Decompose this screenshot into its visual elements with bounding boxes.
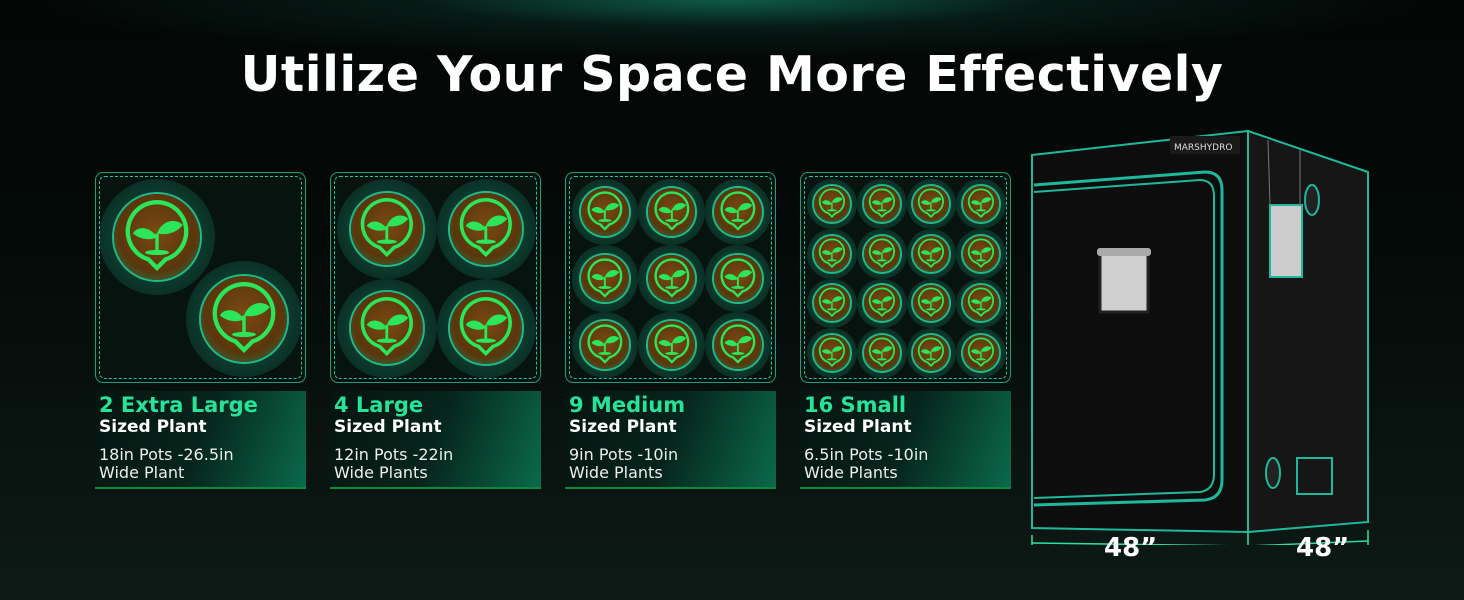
plant-pot-icon [813, 185, 850, 222]
plant-pot-icon [813, 235, 850, 272]
pot-area [956, 278, 1006, 329]
layout-size-label: Sized Plant [569, 417, 677, 437]
plant-pot-icon [913, 235, 950, 272]
dimension-lines [1031, 530, 1369, 545]
pot-size-text: 18in Pots -26.5in [99, 445, 234, 464]
pot-area [956, 179, 1006, 229]
pot-area [704, 179, 771, 246]
pot-layout-panel [565, 172, 776, 383]
pot-area [856, 228, 907, 279]
pot-area [807, 179, 857, 229]
pot-area [572, 179, 639, 246]
layout-count-label: 16 Small [804, 393, 907, 417]
pot-area [704, 311, 771, 378]
plant-width-text: Wide Plant [99, 463, 185, 482]
pot-area [807, 278, 857, 329]
layout-size-label: Sized Plant [334, 417, 442, 437]
plant-pot-icon [581, 320, 630, 369]
pot-area [704, 245, 771, 312]
layout-count-label: 2 Extra Large [99, 393, 258, 417]
plant-pot-icon [647, 320, 696, 369]
plant-width-text: Wide Plants [334, 463, 428, 482]
tent-side-window [1269, 204, 1303, 278]
pot-layout-panel [95, 172, 306, 383]
plant-pot-icon [813, 335, 850, 372]
plant-pot-icon [863, 235, 900, 272]
pot-area [638, 179, 705, 246]
plant-pot-icon [913, 285, 950, 322]
tent-port [1296, 457, 1333, 495]
pot-area [856, 278, 907, 329]
page-title: Utilize Your Space More Effectively [240, 46, 1224, 103]
depth-dimension: 48” [1296, 533, 1350, 563]
tent-vent [1304, 184, 1320, 216]
plant-pot-icon [450, 292, 523, 365]
plant-pot-icon [647, 188, 696, 237]
tent-door-zipper [1033, 170, 1224, 507]
pot-area [856, 328, 907, 378]
pot-area [572, 245, 639, 312]
plant-pot-icon [713, 320, 762, 369]
pot-size-text: 6.5in Pots -10in [804, 445, 929, 464]
pot-area [956, 328, 1006, 378]
pot-area [337, 179, 437, 279]
layout-size-label: Sized Plant [99, 417, 207, 437]
pot-area [856, 179, 907, 229]
layout-caption: 4 Large Sized Plant 12in Pots -22in Wide … [330, 391, 541, 489]
pot-area [572, 311, 639, 378]
pot-area [906, 328, 957, 378]
tent-vent [1265, 457, 1281, 489]
plant-width-text: Wide Plants [569, 463, 663, 482]
pot-area [337, 278, 437, 378]
plant-pot-icon [713, 188, 762, 237]
plant-pot-icon [963, 285, 1000, 322]
plant-pot-icon [713, 254, 762, 303]
plant-pot-icon [647, 254, 696, 303]
pot-area [956, 228, 1006, 279]
plant-pot-icon [863, 335, 900, 372]
layout-count-label: 9 Medium [569, 393, 686, 417]
plant-pot-icon [350, 192, 423, 265]
plant-pot-icon [863, 285, 900, 322]
pot-area [638, 245, 705, 312]
plant-pot-icon [581, 254, 630, 303]
pot-size-text: 12in Pots -22in [334, 445, 454, 464]
pot-area [807, 228, 857, 279]
plant-pot-icon [863, 185, 900, 222]
layout-caption: 9 Medium Sized Plant 9in Pots -10in Wide … [565, 391, 776, 489]
layout-caption: 2 Extra Large Sized Plant 18in Pots -26.… [95, 391, 306, 489]
pot-area [99, 179, 215, 295]
plant-pot-icon [963, 185, 1000, 222]
tent-front [1031, 129, 1249, 534]
pot-layout-panel [800, 172, 1011, 383]
plant-pot-icon [963, 235, 1000, 272]
plant-pot-icon [913, 185, 950, 222]
pot-area [807, 328, 857, 378]
pot-area [186, 261, 302, 377]
tent-brand-logo: MARSHYDRO [1174, 143, 1232, 153]
plant-pot-icon [350, 292, 423, 365]
plant-pot-icon [913, 335, 950, 372]
pot-layout-panel [330, 172, 541, 383]
plant-pot-icon [963, 335, 1000, 372]
pot-area [436, 179, 536, 279]
layout-caption: 16 Small Sized Plant 6.5in Pots -10in Wid… [800, 391, 1011, 489]
width-dimension: 48” [1104, 533, 1158, 563]
plant-pot-icon [114, 194, 200, 280]
plant-pot-icon [450, 192, 523, 265]
pot-area [436, 278, 536, 378]
plant-pot-icon [581, 188, 630, 237]
layout-size-label: Sized Plant [804, 417, 912, 437]
pot-area [638, 311, 705, 378]
plant-width-text: Wide Plants [804, 463, 898, 482]
pot-area [906, 278, 957, 329]
pot-area [906, 179, 957, 229]
pot-area [906, 228, 957, 279]
tent-window [1098, 250, 1150, 314]
plant-pot-icon [813, 285, 850, 322]
pot-size-text: 9in Pots -10in [569, 445, 679, 464]
plant-pot-icon [201, 276, 287, 362]
grow-tent-image: MARSHYDRO [1031, 129, 1369, 545]
layout-count-label: 4 Large [334, 393, 424, 417]
